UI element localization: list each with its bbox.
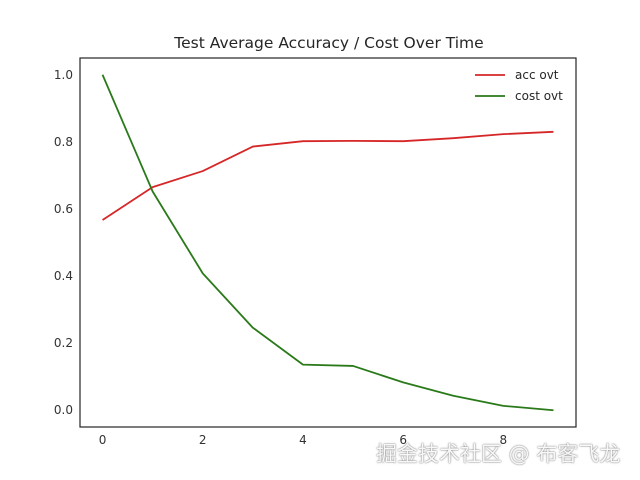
x-tick-label: 4 xyxy=(299,433,307,447)
x-tick-label: 0 xyxy=(99,433,107,447)
legend: acc ovt cost ovt xyxy=(475,68,563,103)
y-tick-label: 1.0 xyxy=(54,68,73,82)
y-tick-label: 0.6 xyxy=(54,202,73,216)
x-axis-ticks: 0 2 4 6 8 xyxy=(99,433,507,447)
y-axis-ticks: 0.0 0.2 0.4 0.6 0.8 1.0 xyxy=(54,68,73,417)
x-tick-label: 6 xyxy=(399,433,407,447)
watermark-text: 掘金技术社区 @ 布客飞龙 xyxy=(376,442,621,466)
series-line-0 xyxy=(102,130,554,221)
legend-label: cost ovt xyxy=(515,89,563,103)
plot-area-frame xyxy=(79,57,577,428)
y-tick-label: 0.0 xyxy=(54,403,73,417)
y-tick-label: 0.2 xyxy=(54,336,73,350)
y-tick-label: 0.8 xyxy=(54,135,73,149)
legend-label: acc ovt xyxy=(515,68,559,82)
series-lines xyxy=(101,74,554,412)
series-line-1 xyxy=(101,74,554,412)
y-tick-label: 0.4 xyxy=(54,269,73,283)
x-tick-label: 8 xyxy=(500,433,508,447)
chart-title: Test Average Accuracy / Cost Over Time xyxy=(173,34,483,52)
x-tick-label: 2 xyxy=(199,433,207,447)
